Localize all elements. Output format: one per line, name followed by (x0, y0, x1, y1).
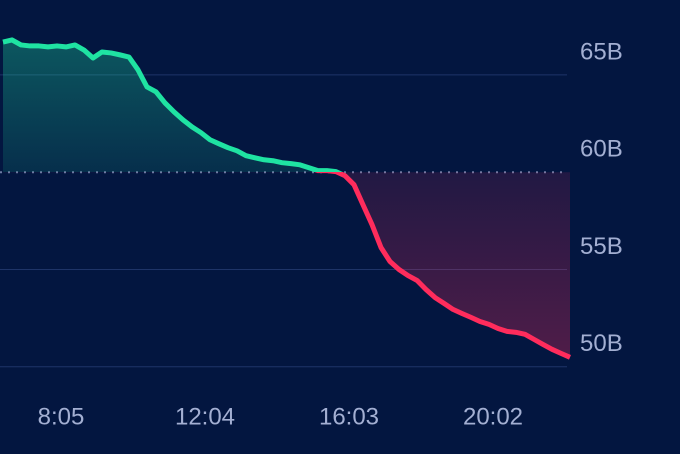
x-tick-label: 20:02 (463, 403, 523, 430)
y-tick-label: 65B (580, 38, 623, 65)
x-tick-label: 12:04 (175, 403, 235, 430)
x-tick-label: 8:05 (38, 403, 85, 430)
y-tick-label: 55B (580, 233, 623, 260)
area-fill (3, 39, 570, 358)
y-tick-label: 60B (580, 136, 623, 163)
price-line (2, 37, 571, 360)
x-tick-label: 16:03 (319, 403, 379, 430)
y-tick-label: 50B (580, 330, 623, 357)
